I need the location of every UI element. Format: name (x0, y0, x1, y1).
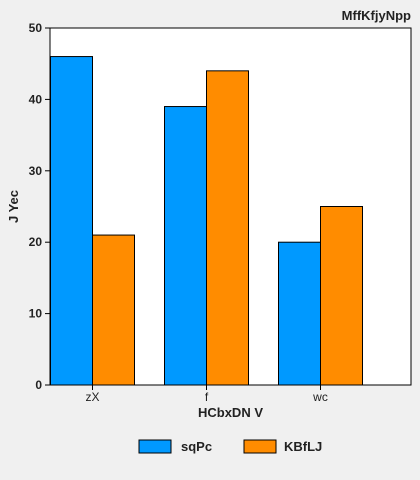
bar-KBfLJ-wc (320, 206, 363, 386)
bar-sqPc-wc (278, 241, 321, 386)
x-tick-label: f (205, 390, 209, 404)
y-tick-label: 40 (29, 92, 43, 106)
y-axis: 0 10 20 30 40 50 (29, 21, 50, 392)
bar-KBfLJ-f (206, 70, 249, 386)
y-tick-label: 20 (29, 235, 43, 249)
y-tick-label: 30 (29, 164, 43, 178)
legend-label: sqPc (181, 439, 212, 454)
y-tick-label: 10 (29, 307, 43, 321)
chart-title: MffKfjyNpp (342, 8, 411, 23)
bar-sqPc-f (164, 106, 207, 386)
legend-swatch-sqPc (138, 439, 172, 454)
legend-swatch-KBfLJ (243, 439, 277, 454)
x-tick-label: zX (85, 390, 99, 404)
y-axis-label: J Yec (6, 190, 21, 223)
bar-KBfLJ-zX (92, 234, 135, 386)
bar-sqPc-zX (50, 56, 93, 386)
bar-series-group (50, 56, 363, 386)
y-tick-label: 50 (29, 21, 43, 35)
x-axis: zX f wc (85, 385, 328, 404)
x-tick-label: wc (312, 390, 328, 404)
y-tick-label: 0 (35, 378, 42, 392)
legend-label: KBfLJ (284, 439, 322, 454)
legend: sqPc KBfLJ (138, 439, 322, 454)
x-axis-label: HCbxDN V (198, 405, 263, 420)
